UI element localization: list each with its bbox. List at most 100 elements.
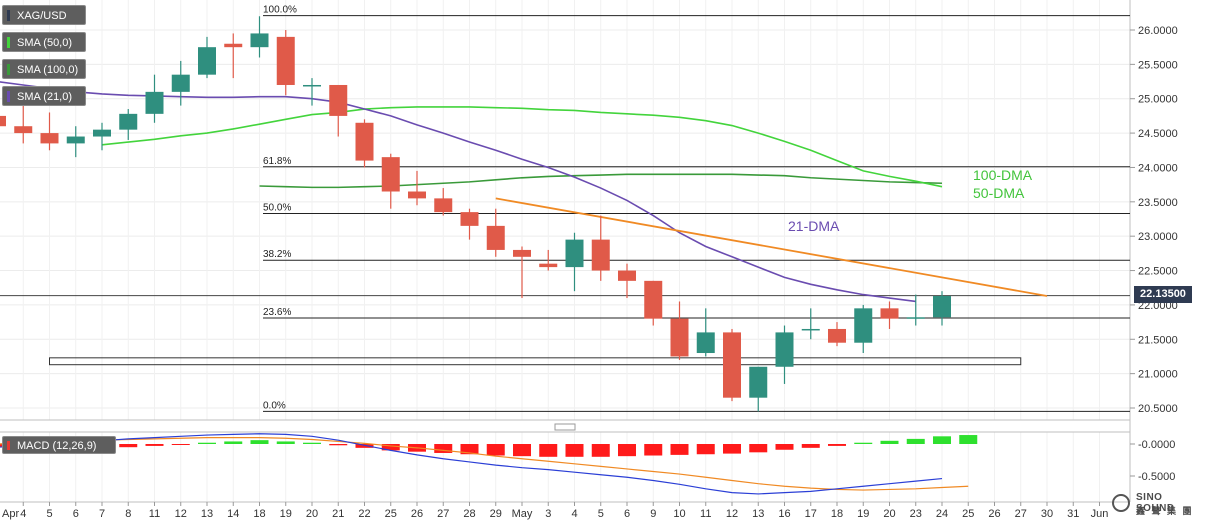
macd-histogram-bar [303, 442, 321, 444]
macd-histogram-bar [565, 444, 584, 457]
candle-body [381, 157, 400, 192]
x-tick-label: 9 [650, 508, 656, 520]
x-tick-label: 17 [805, 508, 817, 520]
x-tick-label: 14 [227, 508, 239, 520]
candle-body [145, 91, 164, 114]
x-tick-label: 11 [700, 508, 711, 520]
x-tick-label: Jun [1091, 508, 1109, 520]
descending-trendline [495, 197, 1048, 297]
fibonacci-level-label: 50.0% [263, 203, 291, 214]
candle-body [696, 332, 715, 354]
x-tick-label: May [512, 508, 533, 520]
y-tick-label: 21.0000 [1138, 369, 1178, 381]
fibonacci-level-label: 23.6% [263, 307, 291, 318]
legend-sma-21[interactable]: SMA (21,0) [2, 86, 86, 106]
candle-body [565, 239, 584, 268]
candle-body [355, 122, 374, 161]
candle-body [303, 84, 321, 87]
macd-histogram-bar [460, 444, 479, 455]
legend-macd[interactable]: MACD (12,26,9) [2, 436, 116, 454]
y-tick-label: 23.0000 [1138, 231, 1178, 243]
macd-histogram-bar [723, 444, 741, 454]
candle-body [14, 126, 33, 134]
macd-histogram-bar [854, 442, 873, 444]
candle-body [224, 43, 243, 48]
candle-body [0, 115, 6, 127]
y-tick-label: 22.5000 [1138, 266, 1178, 278]
candle-body [933, 295, 951, 318]
y-tick-label: 25.5000 [1138, 59, 1178, 71]
macd-histogram-bar [276, 441, 295, 444]
x-tick-label: 8 [125, 508, 131, 520]
x-tick-label: 19 [857, 508, 869, 520]
legend-label: SMA (21,0) [17, 91, 73, 103]
macd-histogram-bar [513, 444, 531, 457]
macd-histogram-bar [801, 444, 820, 448]
y-tick-label: 23.5000 [1138, 197, 1178, 209]
x-tick-label: 10 [673, 508, 685, 520]
x-tick-label: 26 [988, 508, 1000, 520]
candle-body [434, 198, 453, 213]
fibonacci-level-label: 38.2% [263, 249, 291, 260]
candle-body [906, 317, 925, 319]
macd-histogram-bar [381, 444, 400, 451]
x-tick-label: 13 [752, 508, 764, 520]
x-tick-label: 20 [883, 508, 895, 520]
macd-histogram-bar [145, 444, 164, 446]
y-tick-label: 24.0000 [1138, 162, 1178, 174]
candle-body [250, 33, 269, 48]
candle-body [460, 212, 479, 226]
candle-body [618, 270, 636, 281]
x-tick-label: 30 [1041, 508, 1053, 520]
x-tick-label: 20 [306, 508, 318, 520]
x-tick-label: 5 [46, 508, 52, 520]
candle-body [408, 191, 426, 199]
legend-sma-50[interactable]: SMA (50,0) [2, 32, 86, 52]
macd-histogram-bar [670, 444, 689, 455]
pane-resize-handle [554, 423, 576, 431]
candle-body [66, 136, 85, 144]
candle-body [670, 318, 689, 357]
y-tick-label: 26.0000 [1138, 25, 1178, 37]
macd-line [0, 433, 943, 495]
candle-body [486, 225, 505, 250]
x-tick-label: 22 [358, 508, 370, 520]
x-tick-label: 24 [936, 508, 948, 520]
annotation-100-dma: 100-DMA [973, 167, 1033, 183]
macd-histogram-bar [355, 444, 374, 448]
candle-body [276, 36, 295, 85]
legend-label: SMA (50,0) [17, 37, 73, 49]
legend-swatch [7, 64, 10, 75]
x-tick-label: 25 [385, 508, 397, 520]
macd-histogram-bar [250, 440, 269, 444]
macd-signal-line [0, 437, 969, 491]
macd-histogram-bar [329, 444, 348, 446]
annotation-21-dma: 21-DMA [788, 218, 840, 234]
sma-50-line [101, 106, 943, 188]
candle-body [723, 332, 741, 398]
legend-xagusd[interactable]: XAG/USD [2, 5, 86, 25]
legend-label: XAG/USD [17, 10, 67, 22]
candle-body [93, 129, 111, 137]
x-tick-label: 18 [831, 508, 843, 520]
fibonacci-level-label: 100.0% [263, 5, 297, 16]
candle-body [539, 263, 558, 268]
x-tick-label: 6 [624, 508, 630, 520]
candle-body [775, 332, 794, 367]
macd-histogram-bar [486, 444, 505, 456]
x-tick-label: 16 [778, 508, 790, 520]
x-tick-label: 26 [411, 508, 423, 520]
macd-histogram-bar [749, 444, 768, 453]
y-tick-label: 20.5000 [1138, 403, 1178, 415]
x-tick-label: 28 [463, 508, 475, 520]
legend-swatch [7, 37, 10, 48]
macd-histogram-bar [198, 442, 216, 444]
x-tick-label: 27 [437, 508, 449, 520]
legend-sma-100[interactable]: SMA (100,0) [2, 59, 86, 79]
legend-swatch [7, 91, 10, 102]
x-tick-label: 4 [571, 508, 577, 520]
candle-body [880, 308, 899, 319]
x-tick-label: 23 [910, 508, 922, 520]
x-tick-label: 25 [962, 508, 974, 520]
